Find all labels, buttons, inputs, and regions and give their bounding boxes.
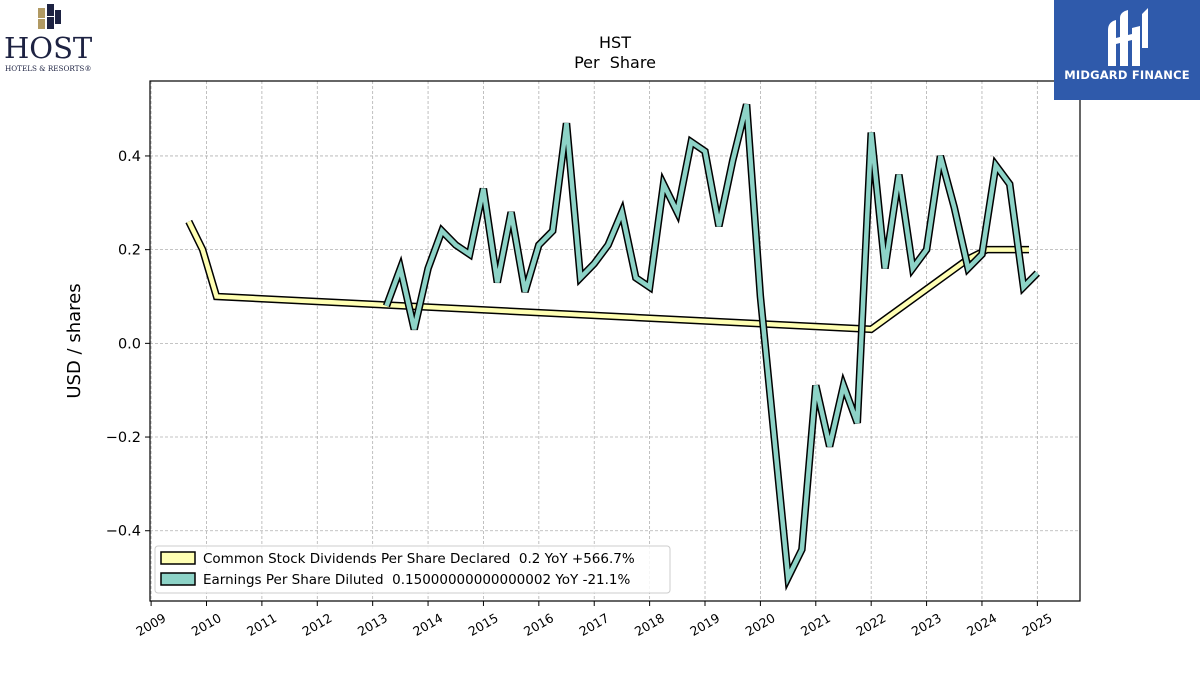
x-tick-label: 2014 [410,610,445,639]
legend-label-eps: Earnings Per Share Diluted 0.15000000000… [203,572,630,588]
x-tick-label: 2015 [466,610,501,639]
legend-swatch-eps [160,572,196,586]
x-tick-label: 2025 [1020,610,1055,639]
x-tick-label: 2011 [244,610,279,639]
x-tick-label: 2021 [798,610,833,639]
midgard-emblem-icon [1108,8,1148,66]
legend: Common Stock Dividends Per Share Declare… [154,545,671,594]
midgard-finance-text: MIDGARD FINANCE [1064,68,1190,82]
legend-box [154,545,671,594]
y-tick-label: 0.2 [118,243,141,259]
series-layer [185,103,1040,592]
x-tick-label: 2023 [909,610,944,639]
legend-label-dividends: Common Stock Dividends Per Share Declare… [203,551,635,567]
host-logo: HOST HOTELS & RESORTS® [0,0,110,80]
plot-frame [149,80,1081,602]
x-tick-label: 2010 [189,610,224,639]
host-emblem-icon [38,4,61,29]
x-tick-label: 2009 [133,610,168,639]
y-tick-label: 0.0 [118,336,141,352]
x-tick-label: 2024 [964,610,999,639]
chart-subtitle: Per Share [574,53,656,72]
eps-line [384,103,1039,586]
x-tick-label: 2013 [355,610,390,639]
x-tick-label: 2012 [300,610,335,639]
host-logo-word: HOST [4,31,93,65]
x-tick-label: 2017 [576,610,611,639]
y-tick-label: −0.4 [106,524,141,540]
host-logo-subtitle: HOTELS & RESORTS® [5,64,92,73]
x-tick-label: 2020 [743,610,778,639]
y-axis-label: USD / shares [64,283,85,398]
y-tick-label: 0.4 [118,149,141,165]
x-tick-label: 2018 [632,610,667,639]
grid [150,81,1080,601]
x-tick-label: 2019 [687,610,722,639]
midgard-finance-logo: MIDGARD FINANCE [1054,0,1200,100]
chart-title: HST [599,33,631,52]
legend-swatch-dividends [160,551,196,565]
dividends-line [186,220,1029,332]
y-tick-label: −0.2 [106,430,141,446]
x-tick-label: 2016 [521,610,556,639]
x-tick-label: 2022 [853,610,888,639]
